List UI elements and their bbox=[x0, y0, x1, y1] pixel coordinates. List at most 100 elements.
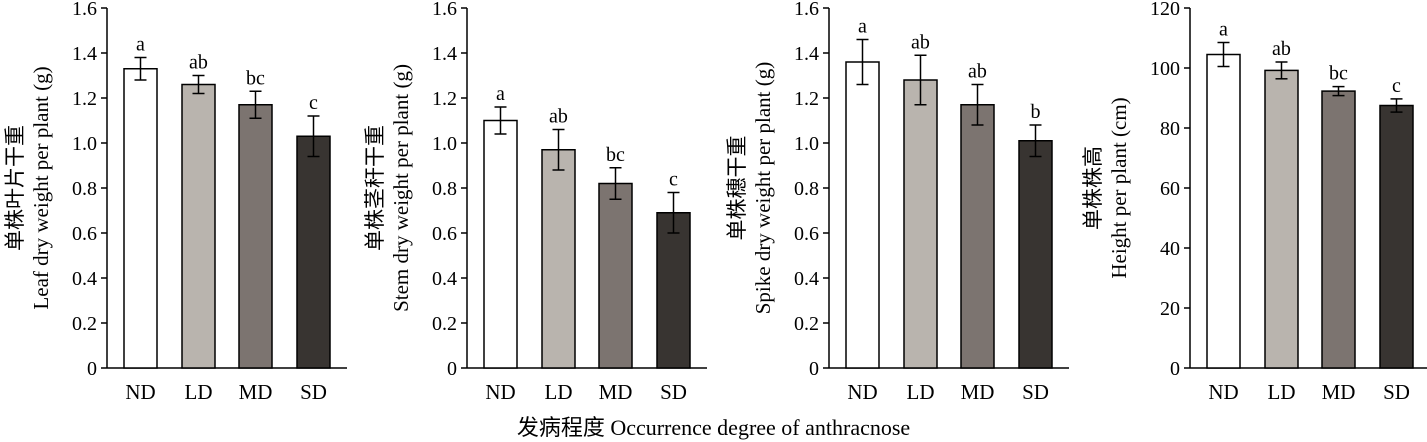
significance-label: ab bbox=[1272, 38, 1291, 60]
y-axis-title-en: Spike dry weight per plant (g) bbox=[751, 62, 775, 315]
x-tick-label: LD bbox=[1268, 380, 1296, 404]
y-tick-label: 80 bbox=[1160, 118, 1180, 140]
y-axis-title: 单株穗干重Spike dry weight per plant (g) bbox=[725, 62, 775, 315]
y-tick-label: 20 bbox=[1160, 298, 1180, 320]
y-tick-label: 1.2 bbox=[72, 88, 97, 110]
y-tick-label: 40 bbox=[1160, 238, 1180, 260]
y-axis-title-en: Height per plant (cm) bbox=[1107, 97, 1131, 278]
y-tick-label: 0.8 bbox=[72, 178, 97, 200]
y-tick-label: 0.2 bbox=[432, 313, 457, 335]
significance-label: bc bbox=[1329, 63, 1348, 85]
chart-panel-1: 0 0.2 0.4 0.6 0.8 1.0 1.2 1.4 1.6 单株叶片干重Leaf dry … bbox=[3, 0, 347, 404]
x-axis-label: 发病程度 Occurrence degree of anthracnose bbox=[516, 415, 911, 440]
y-tick-label: 0.8 bbox=[432, 178, 457, 200]
y-tick-label: 1.2 bbox=[432, 88, 457, 110]
bar-nd bbox=[845, 61, 880, 369]
y-axis-title-cn: 单株叶片干重 bbox=[3, 125, 27, 251]
x-tick-label: LD bbox=[185, 380, 213, 404]
x-tick-label: ND bbox=[1208, 380, 1238, 404]
significance-label: c bbox=[309, 92, 318, 114]
chart-panel-4: 0 20 40 60 80 100 120 单株株高Height per plant (cm)… bbox=[1081, 0, 1427, 404]
bar-ld bbox=[181, 83, 216, 369]
y-tick-label: 0.2 bbox=[72, 313, 97, 335]
x-tick-label: SD bbox=[300, 380, 327, 404]
chart-panel-3: 0 0.2 0.4 0.6 0.8 1.0 1.2 1.4 1.6 单株穗干重Spike dry … bbox=[725, 0, 1069, 404]
bar-sd bbox=[1018, 140, 1053, 369]
bar-nd bbox=[483, 119, 518, 369]
significance-label: ab bbox=[549, 106, 568, 128]
significance-label: ab bbox=[189, 52, 208, 74]
bar-nd bbox=[123, 68, 158, 369]
significance-label: b bbox=[1031, 101, 1041, 123]
bar-md bbox=[238, 104, 273, 369]
x-tick-label: LD bbox=[907, 380, 935, 404]
y-tick-label: 0.6 bbox=[432, 223, 457, 245]
y-axis-title-cn: 单株穗干重 bbox=[725, 136, 749, 241]
y-tick-label: 0 bbox=[809, 358, 819, 380]
y-tick-label: 0.6 bbox=[794, 223, 819, 245]
significance-label: bc bbox=[606, 144, 625, 166]
y-tick-label: 100 bbox=[1150, 58, 1180, 80]
significance-label: bc bbox=[246, 67, 265, 89]
y-tick-label: 1.0 bbox=[432, 133, 457, 155]
significance-label: a bbox=[858, 16, 867, 38]
bar-ld bbox=[541, 149, 576, 369]
y-axis-title: 单株叶片干重Leaf dry weight per plant (g) bbox=[3, 66, 53, 309]
y-tick-label: 1.2 bbox=[794, 88, 819, 110]
bar-sd bbox=[656, 212, 691, 369]
significance-label: c bbox=[669, 169, 678, 191]
x-tick-label: ND bbox=[847, 380, 877, 404]
bar-md bbox=[1321, 90, 1356, 369]
y-tick-label: 0.4 bbox=[794, 268, 819, 290]
x-tick-label: MD bbox=[1322, 380, 1356, 404]
y-axis-title: 单株茎秆干重Stem dry weight per plant (g) bbox=[363, 64, 413, 312]
y-tick-label: 1.0 bbox=[794, 133, 819, 155]
y-tick-label: 0 bbox=[87, 358, 97, 380]
y-tick-label: 0.2 bbox=[794, 313, 819, 335]
y-axis-title-en: Stem dry weight per plant (g) bbox=[389, 64, 413, 312]
y-tick-label: 0 bbox=[1170, 358, 1180, 380]
significance-label: ab bbox=[911, 31, 930, 53]
y-tick-label: 1.4 bbox=[432, 43, 457, 65]
significance-label: a bbox=[496, 83, 505, 105]
y-tick-label: 1.6 bbox=[432, 0, 457, 20]
bar-nd bbox=[1206, 53, 1241, 369]
x-tick-label: MD bbox=[961, 380, 995, 404]
bar-sd bbox=[1379, 104, 1414, 369]
y-tick-label: 0 bbox=[447, 358, 457, 380]
significance-label: a bbox=[136, 34, 145, 56]
y-axis-title: 单株株高Height per plant (cm) bbox=[1081, 97, 1131, 278]
y-tick-label: 60 bbox=[1160, 178, 1180, 200]
bar-sd bbox=[296, 135, 331, 369]
x-tick-label: MD bbox=[239, 380, 273, 404]
significance-label: a bbox=[1219, 19, 1228, 41]
chart-panel-2: 0 0.2 0.4 0.6 0.8 1.0 1.2 1.4 1.6 单株茎秆干重Stem dry … bbox=[363, 0, 707, 404]
x-tick-label: SD bbox=[1022, 380, 1049, 404]
bar-ld bbox=[903, 79, 938, 369]
y-tick-label: 0.4 bbox=[72, 268, 97, 290]
y-tick-label: 1.6 bbox=[794, 0, 819, 20]
x-tick-label: ND bbox=[485, 380, 515, 404]
y-tick-label: 0.4 bbox=[432, 268, 457, 290]
y-tick-label: 0.8 bbox=[794, 178, 819, 200]
bar-ld bbox=[1264, 69, 1299, 369]
x-tick-label: LD bbox=[545, 380, 573, 404]
x-tick-label: ND bbox=[125, 380, 155, 404]
x-tick-label: SD bbox=[660, 380, 687, 404]
y-tick-label: 1.0 bbox=[72, 133, 97, 155]
y-axis-title-en: Leaf dry weight per plant (g) bbox=[29, 66, 53, 309]
y-tick-label: 1.4 bbox=[72, 43, 97, 65]
x-tick-label: SD bbox=[1383, 380, 1410, 404]
y-tick-label: 120 bbox=[1150, 0, 1180, 20]
y-axis-title-cn: 单株株高 bbox=[1081, 146, 1105, 230]
significance-label: ab bbox=[968, 61, 987, 83]
y-tick-label: 0.6 bbox=[72, 223, 97, 245]
y-tick-label: 1.4 bbox=[794, 43, 819, 65]
y-axis-title-cn: 单株茎秆干重 bbox=[363, 125, 387, 251]
y-tick-label: 1.6 bbox=[72, 0, 97, 20]
bar-md bbox=[960, 104, 995, 369]
significance-label: c bbox=[1392, 75, 1401, 97]
x-tick-label: MD bbox=[599, 380, 633, 404]
bar-md bbox=[598, 182, 633, 369]
